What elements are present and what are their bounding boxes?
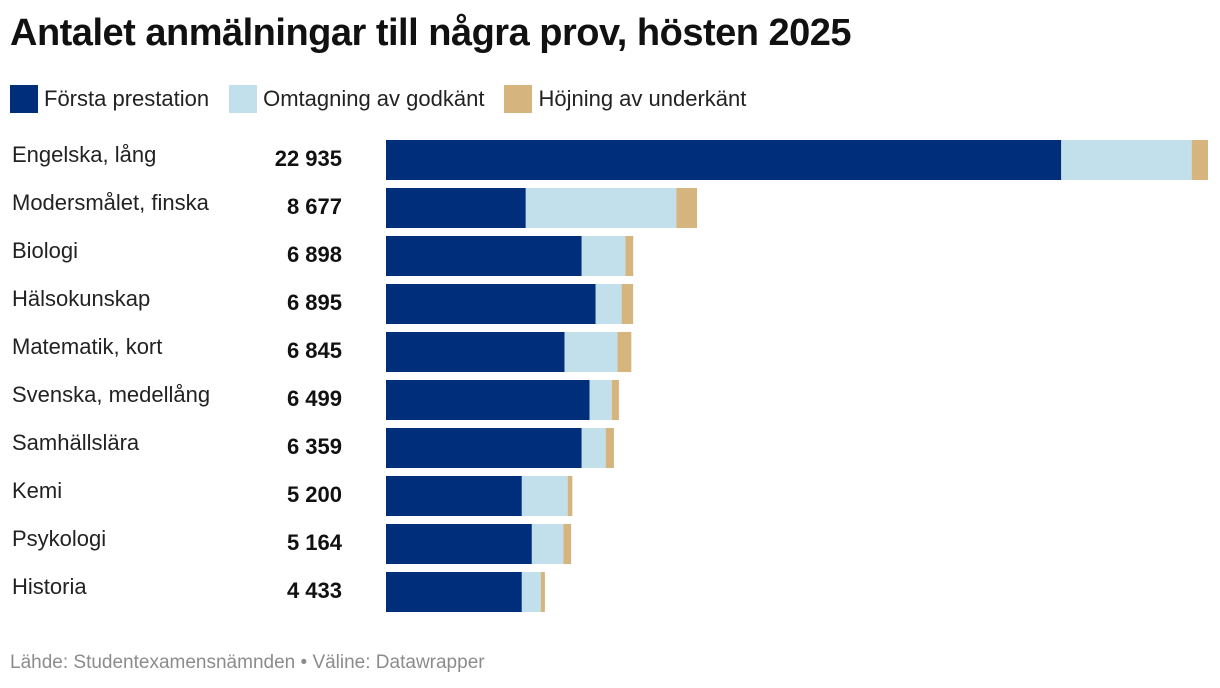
bar-segment-modersmalet-finska-series-1 [386,188,526,228]
stacked-bar-chart: Engelska, lång 22 935 Modersmålet, finska 8… [12,140,1208,612]
bar-segment-kemi-series-3 [567,476,573,516]
bar-row-svenska-medellang: Svenska, medellång 6 499 [12,380,619,420]
bar-segment-historia-series-1 [386,572,522,612]
bar-row-matematik-kort: Matematik, kort 6 845 [12,332,632,372]
category-label-samhallslara: Samhällslära [12,430,140,455]
bar-segment-biologi-series-1 [386,236,582,276]
bar-segment-psykologi-series-3 [563,524,572,564]
legend-label-retake-passed: Omtagning av godkänt [263,86,485,111]
category-label-psykologi: Psykologi [12,526,106,551]
chart-legend: Första prestation Omtagning av godkänt H… [10,84,766,114]
bar-segment-svenska-medellang-series-3 [611,380,619,420]
total-label-modersmalet-finska: 8 677 [287,194,342,219]
category-label-matematik-kort: Matematik, kort [12,334,162,359]
bar-segment-matematik-kort-series-2 [564,332,618,372]
legend-item-raise-failed: Höjning av underkänt [504,85,746,113]
legend-swatch-raise-failed [504,85,533,113]
bar-segment-biologi-series-3 [625,236,634,276]
total-label-kemi: 5 200 [287,482,342,507]
bar-segment-matematik-kort-series-3 [617,332,632,372]
bar-segment-engelska-lang-series-3 [1191,140,1208,180]
bar-segment-samhallslara-series-1 [386,428,582,468]
total-label-historia: 4 433 [287,578,342,603]
total-label-psykologi: 5 164 [287,530,343,555]
bar-segment-matematik-kort-series-1 [386,332,565,372]
bar-segment-historia-series-3 [540,572,545,612]
bar-row-kemi: Kemi 5 200 [12,476,573,516]
footer-separator: • [300,652,308,673]
category-label-historia: Historia [12,574,87,599]
bar-row-samhallslara: Samhällslära 6 359 [12,428,614,468]
bar-segment-kemi-series-1 [386,476,522,516]
legend-label-raise-failed: Höjning av underkänt [538,86,747,111]
total-label-halsokunskap: 6 895 [287,290,342,315]
bar-row-halsokunskap: Hälsokunskap 6 895 [12,284,634,324]
source-text: Lähde: Studentexamensnämnden [10,652,296,673]
bar-segment-engelska-lang-series-2 [1061,140,1192,180]
bar-segment-halsokunskap-series-2 [595,284,622,324]
legend-swatch-first-attempt [10,85,38,113]
bar-row-engelska-lang: Engelska, lång 22 935 [12,140,1208,180]
category-label-modersmalet-finska: Modersmålet, finska [12,190,210,215]
bar-segment-halsokunskap-series-3 [621,284,634,324]
total-label-samhallslara: 6 359 [287,434,342,459]
bar-segment-samhallslara-series-3 [605,428,614,468]
total-label-matematik-kort: 6 845 [287,338,342,363]
bar-segment-svenska-medellang-series-2 [589,380,612,420]
bar-row-biologi: Biologi 6 898 [12,236,634,276]
bar-segment-halsokunskap-series-1 [386,284,596,324]
chart-title: Antalet anmälningar till några prov, hös… [10,12,852,54]
total-label-biologi: 6 898 [287,242,342,267]
bar-segment-historia-series-2 [521,572,541,612]
bar-segment-biologi-series-2 [581,236,626,276]
category-label-svenska-medellang: Svenska, medellång [12,382,210,407]
bar-segment-modersmalet-finska-series-3 [676,188,697,228]
tool-text: Väline: Datawrapper [312,652,485,673]
total-label-engelska-lang: 22 935 [275,146,342,171]
category-label-kemi: Kemi [12,478,62,503]
bar-segment-engelska-lang-series-1 [386,140,1062,180]
category-label-engelska-lang: Engelska, lång [12,142,156,167]
bar-segment-samhallslara-series-2 [581,428,606,468]
bar-segment-psykologi-series-1 [386,524,532,564]
bar-segment-kemi-series-2 [521,476,568,516]
category-label-halsokunskap: Hälsokunskap [12,286,150,311]
legend-item-retake-passed: Omtagning av godkänt [229,85,484,113]
bar-segment-svenska-medellang-series-1 [386,380,590,420]
source-footer: Lähde: Studentexamensnämnden • Väline: D… [10,652,485,674]
bar-segment-modersmalet-finska-series-2 [525,188,677,228]
bar-row-historia: Historia 4 433 [12,572,545,612]
category-label-biologi: Biologi [12,238,78,263]
bar-row-psykologi: Psykologi 5 164 [12,524,572,564]
legend-label-first-attempt: Första prestation [44,86,210,111]
legend-swatch-retake-passed [229,85,258,113]
total-label-svenska-medellang: 6 499 [287,386,342,411]
legend-item-first-attempt: Första prestation [10,85,209,113]
bar-segment-psykologi-series-2 [531,524,564,564]
bar-row-modersmalet-finska: Modersmålet, finska 8 677 [12,188,697,228]
